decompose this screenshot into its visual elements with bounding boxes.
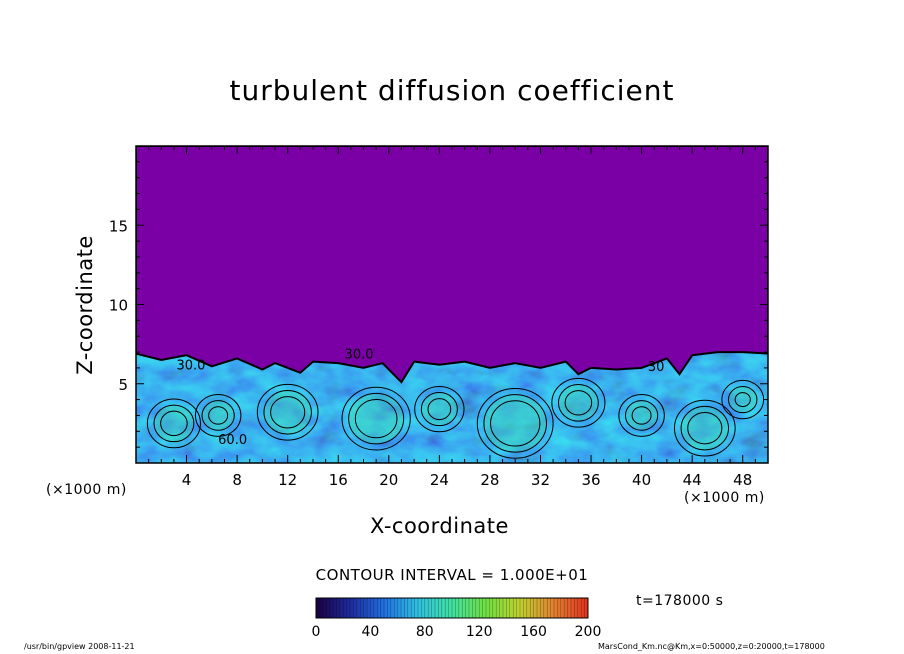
- contour-swirl: [687, 411, 723, 445]
- contour-swirl: [490, 400, 541, 447]
- colorbar-tick-label: 40: [361, 624, 379, 640]
- x-tick-label: 40: [632, 471, 651, 489]
- x-tick-label: 48: [733, 471, 752, 489]
- contour-swirl: [256, 383, 319, 441]
- contour-swirl: [208, 406, 229, 425]
- colorbar-gradient: [316, 598, 588, 618]
- x-tick-label: 4: [182, 471, 192, 489]
- colorbar-tick-label: 80: [416, 624, 434, 640]
- x-tick-label: 12: [278, 471, 297, 489]
- footer-left: /usr/bin/gpview 2008-11-21: [24, 642, 135, 651]
- contour-swirl: [483, 394, 547, 453]
- x-axis: 4 8 12 16 20 24 28 32 36 40 44 48: [148, 146, 756, 489]
- y-axis-label: Z-coordinate: [73, 235, 97, 375]
- x-unit-label-right: (×1000 m): [684, 490, 765, 506]
- colorbar-ticks: 0 40 80 120 160 200: [312, 624, 602, 640]
- contour-swirl: [270, 396, 306, 429]
- colorbar-tick-label: 200: [575, 624, 602, 640]
- contour-label: 30: [648, 360, 665, 375]
- contour-swirl: [728, 386, 758, 414]
- x-tick-label: 28: [480, 471, 499, 489]
- contour-swirl: [557, 383, 599, 422]
- contour-swirl: [618, 394, 665, 437]
- contour-swirl: [194, 394, 242, 437]
- footer-right: MarsCond_Km.nc@Km,x=0:50000,z=0:20000,t=…: [598, 642, 825, 651]
- x-unit-label-left: (×1000 m): [46, 482, 127, 498]
- contour-swirl: [734, 392, 751, 408]
- contour-swirl: [341, 386, 411, 451]
- contour-interval-label: CONTOUR INTERVAL = 1.000E+01: [315, 566, 589, 584]
- x-tick-label: 20: [379, 471, 398, 489]
- x-tick-label: 32: [531, 471, 550, 489]
- colorbar-tick-label: 160: [520, 624, 547, 640]
- y-tick-label: 15: [109, 217, 128, 235]
- contour-swirl: [414, 385, 465, 433]
- contour-swirl: [160, 410, 188, 437]
- contour-swirl: [201, 400, 235, 431]
- turbulent-field: [136, 346, 768, 463]
- plot-area: 30.0 30.0 60.0 30: [135, 145, 769, 464]
- colorbar-stripes: [319, 598, 585, 618]
- x-tick-label: 44: [683, 471, 702, 489]
- x-tick-label: 36: [581, 471, 600, 489]
- colorbar: 0 40 80 120 160 200: [312, 597, 602, 640]
- colorbar-frame: [315, 597, 589, 619]
- contour-swirl: [631, 406, 652, 425]
- colorbar-tick-label: 0: [312, 624, 321, 640]
- contour-swirl: [721, 379, 765, 420]
- contour-swirl: [673, 399, 736, 457]
- y-tick-label: 5: [118, 376, 128, 394]
- chart-title: turbulent diffusion coefficient: [229, 74, 675, 107]
- contour-swirl: [354, 398, 398, 439]
- contour-swirl: [420, 392, 458, 427]
- y-tick-label: 10: [109, 297, 128, 315]
- contour-swirl: [564, 390, 593, 416]
- contour-swirl: [476, 388, 554, 459]
- y-axis: 5 10 15: [109, 161, 768, 448]
- contour-swirl: [146, 398, 201, 449]
- contour-label: 30.0: [345, 347, 374, 362]
- x-tick-label: 8: [232, 471, 242, 489]
- contour-swirl: [153, 404, 195, 443]
- contour-swirl: [348, 392, 405, 445]
- x-tick-label: 24: [430, 471, 449, 489]
- contour-labels: 30.0 30.0 60.0 30: [176, 347, 664, 448]
- colorbar-tick-label: 120: [466, 624, 493, 640]
- contour-swirl: [551, 377, 606, 428]
- contour-swirl: [624, 400, 659, 431]
- contour-label: 60.0: [218, 433, 247, 448]
- time-label: t=178000 s: [636, 593, 724, 609]
- boundary-layer-top: [136, 146, 768, 384]
- contour-lines: [146, 377, 765, 459]
- x-tick-label: 16: [329, 471, 348, 489]
- contour-swirl: [427, 398, 452, 421]
- x-axis-label: X-coordinate: [370, 514, 509, 538]
- contour-label: 30.0: [176, 358, 205, 373]
